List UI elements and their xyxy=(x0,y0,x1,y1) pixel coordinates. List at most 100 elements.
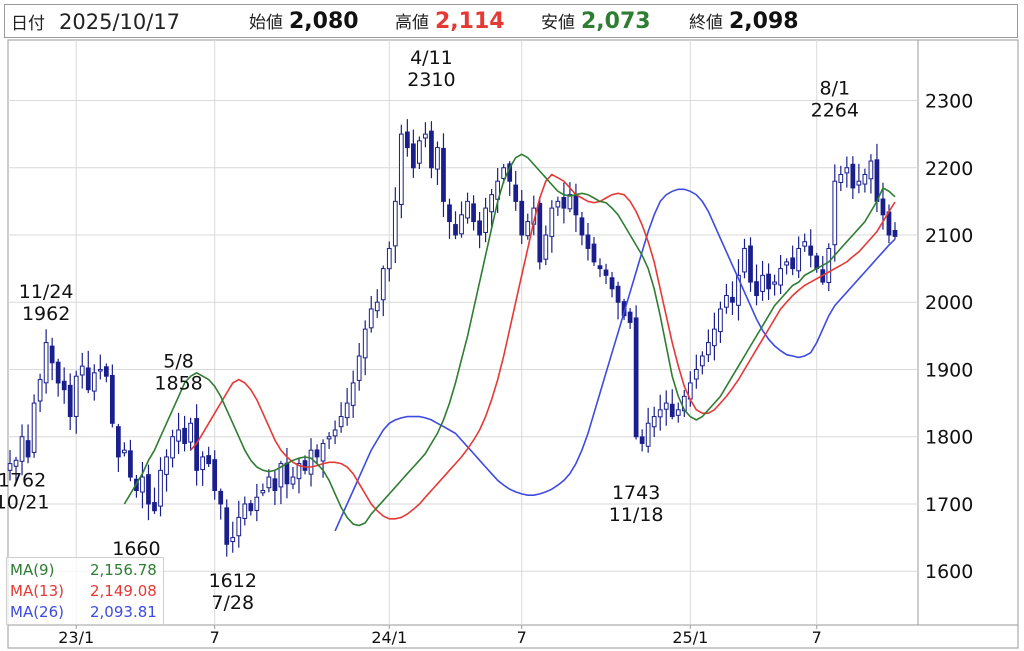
high-group: 高値 2,114 xyxy=(395,8,505,34)
x-tick-label: 7 xyxy=(812,628,822,647)
candle-body xyxy=(103,366,109,377)
open-value: 2,080 xyxy=(289,9,359,34)
candle-body xyxy=(784,261,789,266)
candle-body xyxy=(603,269,609,276)
candle-body xyxy=(368,308,374,329)
annotation-price: 1660 xyxy=(112,538,160,560)
y-tick-label: 1900 xyxy=(925,359,973,381)
candle-body xyxy=(760,274,765,292)
candle-body xyxy=(55,361,61,384)
x-tick-label: 24/1 xyxy=(371,628,407,647)
candle-body xyxy=(645,422,651,447)
low-group: 安値 2,073 xyxy=(541,8,651,34)
candle-body xyxy=(386,247,392,270)
candle-body xyxy=(615,285,621,303)
candle-body xyxy=(122,449,127,454)
candle-body xyxy=(326,436,332,440)
candle-body xyxy=(814,255,820,270)
candle-body xyxy=(411,143,416,169)
high-value: 2,114 xyxy=(435,9,505,34)
candle-body xyxy=(844,167,850,174)
candle-body xyxy=(447,204,452,223)
legend-name: MA(26) xyxy=(10,603,64,621)
annotation-date: 11/24 xyxy=(19,281,74,303)
candles xyxy=(7,119,898,557)
candle-body xyxy=(230,537,236,543)
candle-body xyxy=(73,375,79,417)
candle-body xyxy=(7,463,13,471)
annotation-date: 8/1 xyxy=(820,78,851,100)
annotation-date: 5/8 xyxy=(163,351,194,373)
candle-body xyxy=(350,382,356,406)
annotation-price: 2264 xyxy=(811,100,859,122)
annotation-price: 1962 xyxy=(22,303,70,325)
candle-body xyxy=(236,516,242,537)
y-tick-label: 1700 xyxy=(925,494,973,516)
candle-body xyxy=(67,384,73,418)
y-tick-label: 1800 xyxy=(925,427,973,449)
legend-row: MA(26) 2,093.81 xyxy=(10,602,160,622)
candle-body xyxy=(651,416,657,428)
candle-body xyxy=(465,200,470,219)
candle-body xyxy=(699,355,705,367)
legend-value: 2,093.81 xyxy=(90,603,157,621)
candle-body xyxy=(25,440,31,458)
open-label: 始値 xyxy=(249,13,283,33)
candle-body xyxy=(109,374,115,424)
candle-body xyxy=(724,295,729,308)
annotation-date: 10/21 xyxy=(0,491,49,513)
ohlc-header: 日付 2025/10/17 始値 2,080 高値 2,114 安値 2,073… xyxy=(4,4,1018,38)
candle-body xyxy=(260,490,266,494)
candle-body xyxy=(152,502,157,512)
legend-name: MA(13) xyxy=(10,582,64,600)
y-tick-label: 2200 xyxy=(925,158,973,180)
candle-body xyxy=(296,463,302,480)
candle-body xyxy=(796,247,802,272)
candle-body xyxy=(778,268,783,286)
candle-body xyxy=(254,496,260,511)
candle-body xyxy=(669,403,675,418)
candle-body xyxy=(344,402,350,419)
y-tick-label: 2300 xyxy=(925,91,973,113)
candle-body xyxy=(850,163,856,189)
candle-body xyxy=(37,379,43,402)
candle-body xyxy=(284,462,290,485)
candle-body xyxy=(627,311,633,323)
candle-body xyxy=(483,207,488,233)
candle-body xyxy=(706,342,711,356)
candle-body xyxy=(404,131,410,149)
candle-body xyxy=(429,130,434,169)
candle-body xyxy=(555,200,561,208)
y-tick-label: 2000 xyxy=(925,292,973,314)
candle-body xyxy=(537,202,543,263)
x-tick-label: 23/1 xyxy=(58,628,94,647)
candle-body xyxy=(320,442,326,462)
annotation-date: 7/28 xyxy=(211,592,254,614)
candle-body xyxy=(290,476,296,485)
legend-value: 2,156.78 xyxy=(90,561,157,579)
candle-body xyxy=(742,247,747,273)
candle-body xyxy=(423,133,428,139)
candle-body xyxy=(886,211,892,236)
legend-value: 2,149.08 xyxy=(90,582,157,600)
candle-body xyxy=(362,328,368,359)
candle-body xyxy=(398,133,404,205)
candle-body xyxy=(182,427,187,444)
candle-body xyxy=(248,503,254,512)
candle-body xyxy=(242,503,248,519)
candle-body xyxy=(218,490,224,505)
date-group: 日付 2025/10/17 xyxy=(11,9,180,34)
annotation-date: 11/18 xyxy=(609,504,664,526)
candle-body xyxy=(453,224,458,236)
candle-body xyxy=(170,436,175,459)
annotation-price: 1858 xyxy=(154,373,202,395)
candle-body xyxy=(224,507,230,545)
close-label: 終値 xyxy=(689,13,723,33)
candle-body xyxy=(874,159,880,202)
low-value: 2,073 xyxy=(581,9,651,34)
candle-body xyxy=(176,429,181,442)
candle-body xyxy=(718,308,723,333)
candle-body xyxy=(754,281,759,297)
candle-body xyxy=(639,436,645,444)
